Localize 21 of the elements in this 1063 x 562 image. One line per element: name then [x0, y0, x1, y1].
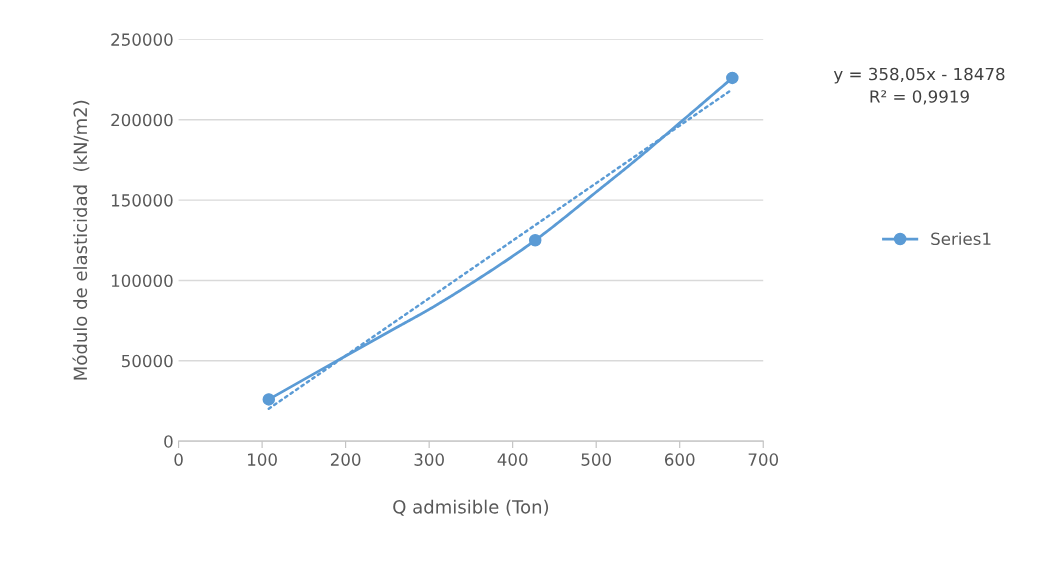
point: [726, 71, 739, 85]
x-tick-label: 400: [497, 453, 528, 466]
point: [528, 234, 542, 247]
x-tick-label: 500: [581, 453, 611, 466]
y-axis-title: Módulo de elasticidad (kN/m2): [72, 100, 90, 380]
y-tick-label: 100000: [111, 274, 173, 288]
x-tick-label: 300: [414, 453, 444, 466]
x-axis-title: Q admisible (Ton): [393, 499, 549, 516]
y-tick-label: 150000: [111, 194, 173, 207]
x-tick-label: 100: [248, 453, 277, 466]
x-tick-label: 700: [748, 453, 779, 466]
x-tick-label: 200: [330, 453, 361, 466]
text: y = 358,05x - 18478 R² = 0,9919: [833, 67, 1005, 105]
x-tick-label: 0: [174, 453, 183, 466]
legend-label: Series1: [931, 232, 991, 246]
point: [262, 393, 276, 406]
y-tick-label: 250000: [111, 33, 173, 46]
x-tick-label: 600: [664, 453, 695, 466]
y-tick-label: 200000: [111, 113, 173, 127]
y-tick-label: 0: [164, 435, 173, 448]
y-tick-label: 50000: [121, 354, 173, 368]
